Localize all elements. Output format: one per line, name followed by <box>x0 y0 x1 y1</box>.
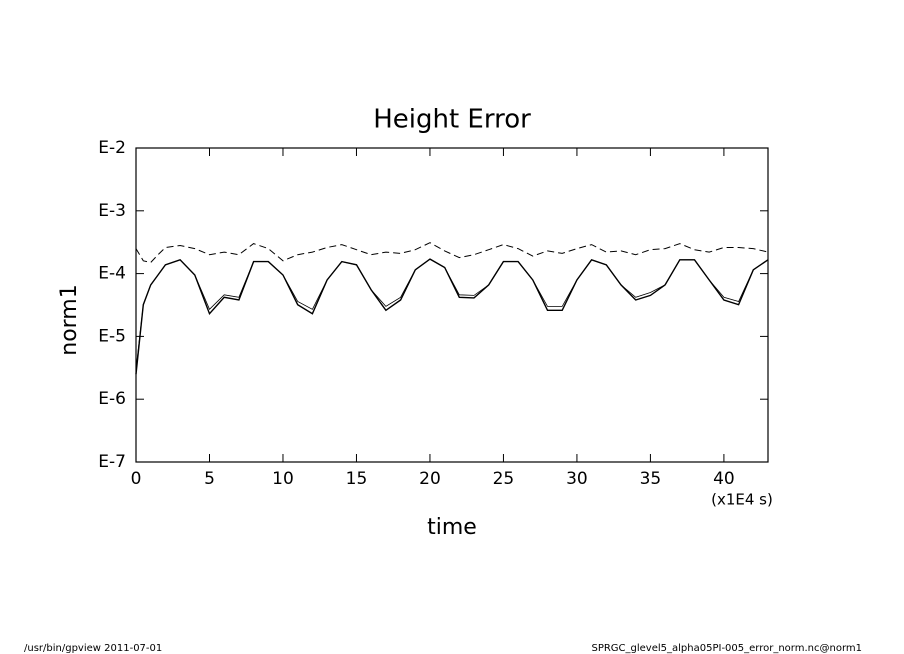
x-tick-label: 20 <box>419 469 441 489</box>
x-tick-label: 25 <box>493 469 515 489</box>
x-tick-label: 15 <box>346 469 368 489</box>
footer-left: /usr/bin/gpview 2011-07-01 <box>24 643 162 654</box>
y-tick-label: E-2 <box>98 138 126 158</box>
line-series <box>135 258 769 370</box>
plot-frame <box>135 147 769 463</box>
y-axis-label: norm1 <box>57 284 82 356</box>
y-tick-label: E-6 <box>98 389 126 409</box>
y-tick-label: E-4 <box>98 264 126 284</box>
x-tick-label: 5 <box>204 469 215 489</box>
y-tick-label: E-7 <box>98 452 126 472</box>
x-tick-label: 35 <box>640 469 662 489</box>
line-series <box>135 242 769 264</box>
y-tick-label: E-3 <box>98 201 126 221</box>
x-unit: (x1E4 s) <box>711 491 773 509</box>
line-series <box>135 258 769 375</box>
footer-right: SPRGC_glevel5_alpha05PI-005_error_norm.n… <box>591 643 862 654</box>
x-tick-label: 0 <box>131 469 142 489</box>
chart-title: Height Error <box>373 105 531 135</box>
x-tick-label: 30 <box>566 469 588 489</box>
x-axis-label: time <box>427 515 477 540</box>
x-tick-label: 10 <box>272 469 294 489</box>
x-tick-label: 40 <box>713 469 735 489</box>
y-tick-label: E-5 <box>98 326 126 346</box>
